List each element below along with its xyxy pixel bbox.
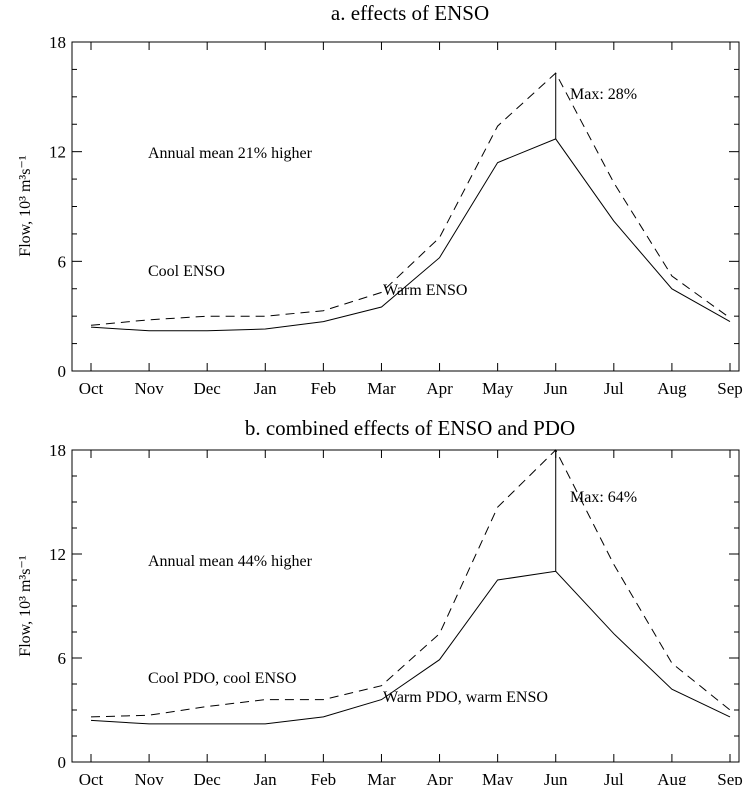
y-tick-label: 6: [58, 252, 67, 271]
panel-a-title: a. effects of ENSO: [331, 1, 489, 25]
x-tick-label: Nov: [134, 770, 164, 785]
panel-b-warm-label: Warm PDO, warm ENSO: [383, 689, 548, 706]
x-tick-label: Aug: [657, 379, 687, 398]
x-tick-label: Nov: [134, 379, 164, 398]
x-tick-label: Jun: [544, 770, 568, 785]
series-line-dashed: [90, 72, 731, 326]
y-tick-label: 12: [49, 545, 66, 564]
panel-a-max-note: Max: 28%: [570, 86, 637, 103]
x-tick-label: Aug: [657, 770, 687, 785]
x-tick-label: Jun: [544, 379, 568, 398]
panel-b-combined-effects: b. combined effects of ENSO and PDO 0 6 12…: [17, 416, 743, 785]
panel-a-plot-frame: [71, 41, 740, 372]
panel-a-cool-enso-label: Cool ENSO: [148, 263, 225, 280]
x-tick-label: May: [482, 379, 514, 398]
panel-b-y-tick-labels: 0 6 12 18: [49, 441, 66, 772]
series-line-dashed: [90, 449, 731, 718]
x-tick-label: Feb: [311, 379, 337, 398]
x-tick-label: Jul: [604, 770, 624, 785]
y-tick-label: 6: [58, 649, 67, 668]
panel-b-cool-label: Cool PDO, cool ENSO: [148, 670, 296, 687]
x-tick-label: Oct: [79, 770, 104, 785]
y-tick-label: 12: [49, 143, 66, 162]
panel-b-plot-frame: [71, 449, 740, 763]
y-tick-label: 0: [58, 753, 67, 772]
x-tick-label: Jan: [254, 770, 277, 785]
y-tick-label: 18: [49, 33, 66, 52]
panel-a-annual-mean-note: Annual mean 21% higher: [148, 145, 313, 162]
x-tick-label: Dec: [193, 770, 221, 785]
panel-a-effects-of-enso: a. effects of ENSO 0 6 12 18 Oct Nov Dec Jan Fe…: [17, 1, 743, 398]
x-tick-label: Mar: [367, 379, 396, 398]
panel-a-y-tick-labels: 0 6 12 18: [49, 33, 66, 381]
x-tick-label: Jul: [604, 379, 624, 398]
series-line-solid: [90, 570, 731, 725]
panel-a-y-axis-label: Flow, 10³ m³s⁻¹: [17, 155, 34, 257]
panel-b-max-note: Max: 64%: [570, 489, 637, 506]
panel-b-y-axis-label: Flow, 10³ m³s⁻¹: [17, 555, 34, 657]
panel-a-x-tick-labels: Oct Nov Dec Jan Feb Mar Apr May Jun Jul Aug Sep: [79, 379, 743, 398]
panel-a-ticks: [72, 41, 739, 372]
x-tick-label: Oct: [79, 379, 104, 398]
panel-b-series-lines: [90, 449, 731, 725]
x-tick-label: Apr: [426, 770, 453, 785]
y-tick-label: 18: [49, 441, 66, 460]
x-tick-label: Mar: [367, 770, 396, 785]
panel-b-x-tick-labels: Oct Nov Dec Jan Feb Mar Apr May Jun Jul Aug Sep: [79, 770, 743, 785]
y-tick-label: 0: [58, 362, 67, 381]
x-tick-label: Sep: [717, 770, 743, 785]
panel-b-annual-mean-note: Annual mean 44% higher: [148, 553, 313, 570]
x-tick-label: Sep: [717, 379, 743, 398]
x-tick-label: Jan: [254, 379, 277, 398]
x-tick-label: Apr: [426, 379, 453, 398]
x-tick-label: Feb: [311, 770, 337, 785]
x-tick-label: May: [482, 770, 514, 785]
x-tick-label: Dec: [193, 379, 221, 398]
panel-b-ticks: [72, 449, 739, 763]
panel-b-title: b. combined effects of ENSO and PDO: [245, 416, 575, 440]
panel-a-series-lines: [90, 72, 731, 332]
panel-a-warm-enso-label: Warm ENSO: [383, 282, 467, 299]
series-line-solid: [90, 138, 731, 332]
